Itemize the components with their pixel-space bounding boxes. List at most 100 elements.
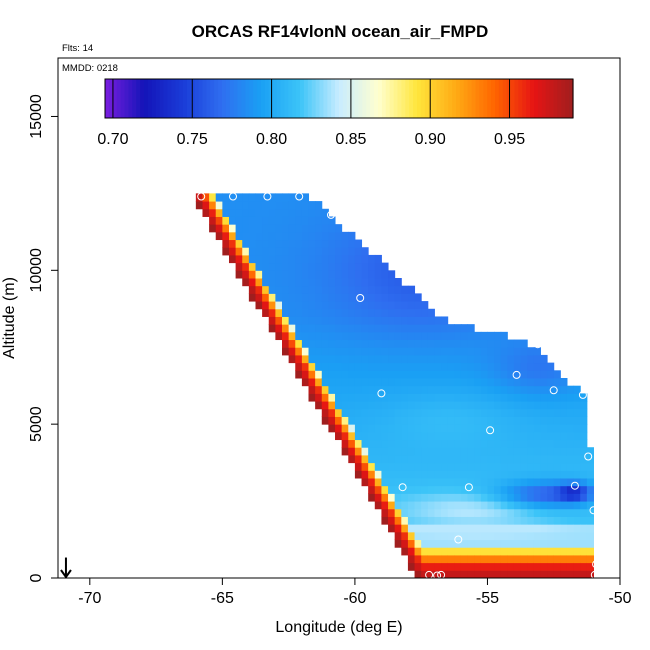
heat-cell — [500, 385, 508, 394]
heat-cell — [500, 501, 508, 510]
heat-cell — [394, 378, 402, 387]
heat-cell — [348, 301, 356, 310]
colorbar-segment — [163, 79, 168, 118]
heat-cell — [295, 239, 303, 248]
heat-cell — [228, 216, 237, 225]
heat-cell — [474, 362, 482, 371]
heat-cell — [527, 393, 535, 402]
heat-cell — [275, 331, 283, 341]
heat-cell — [381, 308, 389, 317]
heat-cell — [527, 554, 535, 564]
heat-cell — [586, 447, 594, 456]
heat-cell — [374, 370, 382, 379]
heat-cell — [421, 401, 429, 410]
heat-cell — [368, 431, 376, 441]
heat-cell — [202, 193, 210, 202]
heat-cell — [315, 201, 323, 210]
heat-cell — [467, 447, 475, 456]
heat-cell — [215, 201, 223, 210]
heat-cell — [441, 408, 449, 417]
heat-cell — [573, 516, 581, 525]
heat-cell — [494, 378, 502, 387]
heat-cell — [401, 501, 409, 510]
heat-cell — [474, 508, 482, 517]
colorbar-segment — [342, 79, 348, 118]
heat-cell — [447, 331, 455, 341]
heat-cell — [374, 308, 382, 317]
heat-cell — [381, 493, 389, 502]
heat-cell — [553, 554, 561, 564]
heat-cell — [566, 570, 575, 579]
heat-cell — [553, 485, 561, 494]
heat-cell — [394, 501, 402, 510]
heat-cell — [394, 393, 402, 402]
heat-cell — [460, 401, 469, 410]
heat-cell — [374, 324, 382, 333]
heat-cell — [487, 508, 495, 517]
heat-cell — [401, 301, 409, 310]
heat-cell — [394, 493, 402, 502]
heat-cell — [421, 439, 429, 448]
heat-cell — [315, 339, 323, 348]
heat-cell — [301, 239, 310, 248]
heat-cell — [301, 270, 310, 279]
heat-cell — [553, 562, 561, 571]
colorbar-segment — [350, 79, 356, 118]
heat-cell — [242, 262, 250, 271]
heat-cell — [268, 262, 276, 271]
heat-cell — [354, 354, 363, 364]
heat-cell — [500, 478, 508, 487]
heat-cell — [361, 331, 369, 341]
heat-cell — [487, 339, 495, 348]
heat-cell — [235, 208, 243, 217]
heat-cell — [368, 416, 376, 425]
heat-cell — [487, 362, 495, 371]
heat-cell — [487, 562, 495, 571]
heat-cell — [547, 562, 555, 571]
heat-cell — [553, 408, 561, 417]
heat-cell — [447, 554, 455, 564]
heat-cell — [547, 547, 555, 556]
heat-cell — [580, 516, 588, 525]
heat-cell — [394, 385, 402, 394]
heat-cell — [434, 508, 442, 517]
colorbar-segment — [502, 79, 508, 118]
heat-cell — [361, 478, 369, 487]
heat-cell — [520, 447, 528, 456]
heat-cell — [540, 378, 548, 387]
heat-cell — [474, 524, 482, 533]
heat-cell — [401, 516, 409, 525]
heat-cell — [301, 331, 310, 341]
heat-cell — [374, 354, 382, 364]
heat-cell — [447, 462, 455, 471]
heat-cell — [275, 208, 283, 217]
heat-cell — [282, 193, 290, 202]
heat-cell — [222, 201, 230, 210]
heat-cell — [414, 370, 422, 379]
heat-cell — [560, 485, 568, 494]
heat-cell — [341, 362, 349, 371]
heat-cell — [427, 416, 435, 425]
heat-cell — [288, 247, 296, 256]
heat-cell — [487, 531, 495, 541]
heat-cell — [321, 224, 329, 233]
heat-cell — [361, 462, 369, 471]
heat-cell — [507, 431, 515, 441]
heat-cell — [368, 262, 376, 271]
heat-cell — [235, 262, 243, 271]
flight-point — [433, 571, 442, 580]
heat-cell — [308, 378, 316, 387]
heat-cell — [434, 562, 442, 571]
heat-cell — [520, 454, 528, 464]
heat-cell — [255, 247, 263, 256]
heat-cell — [215, 231, 223, 241]
heat-cell — [394, 478, 402, 487]
heat-cell — [454, 462, 462, 471]
heat-cell — [580, 439, 588, 448]
heat-cell — [467, 516, 475, 525]
heat-cell — [328, 362, 336, 371]
heat-cell — [275, 193, 283, 202]
heat-cell — [368, 385, 376, 394]
heat-cell — [421, 531, 429, 541]
colorbar-segment — [381, 79, 387, 118]
